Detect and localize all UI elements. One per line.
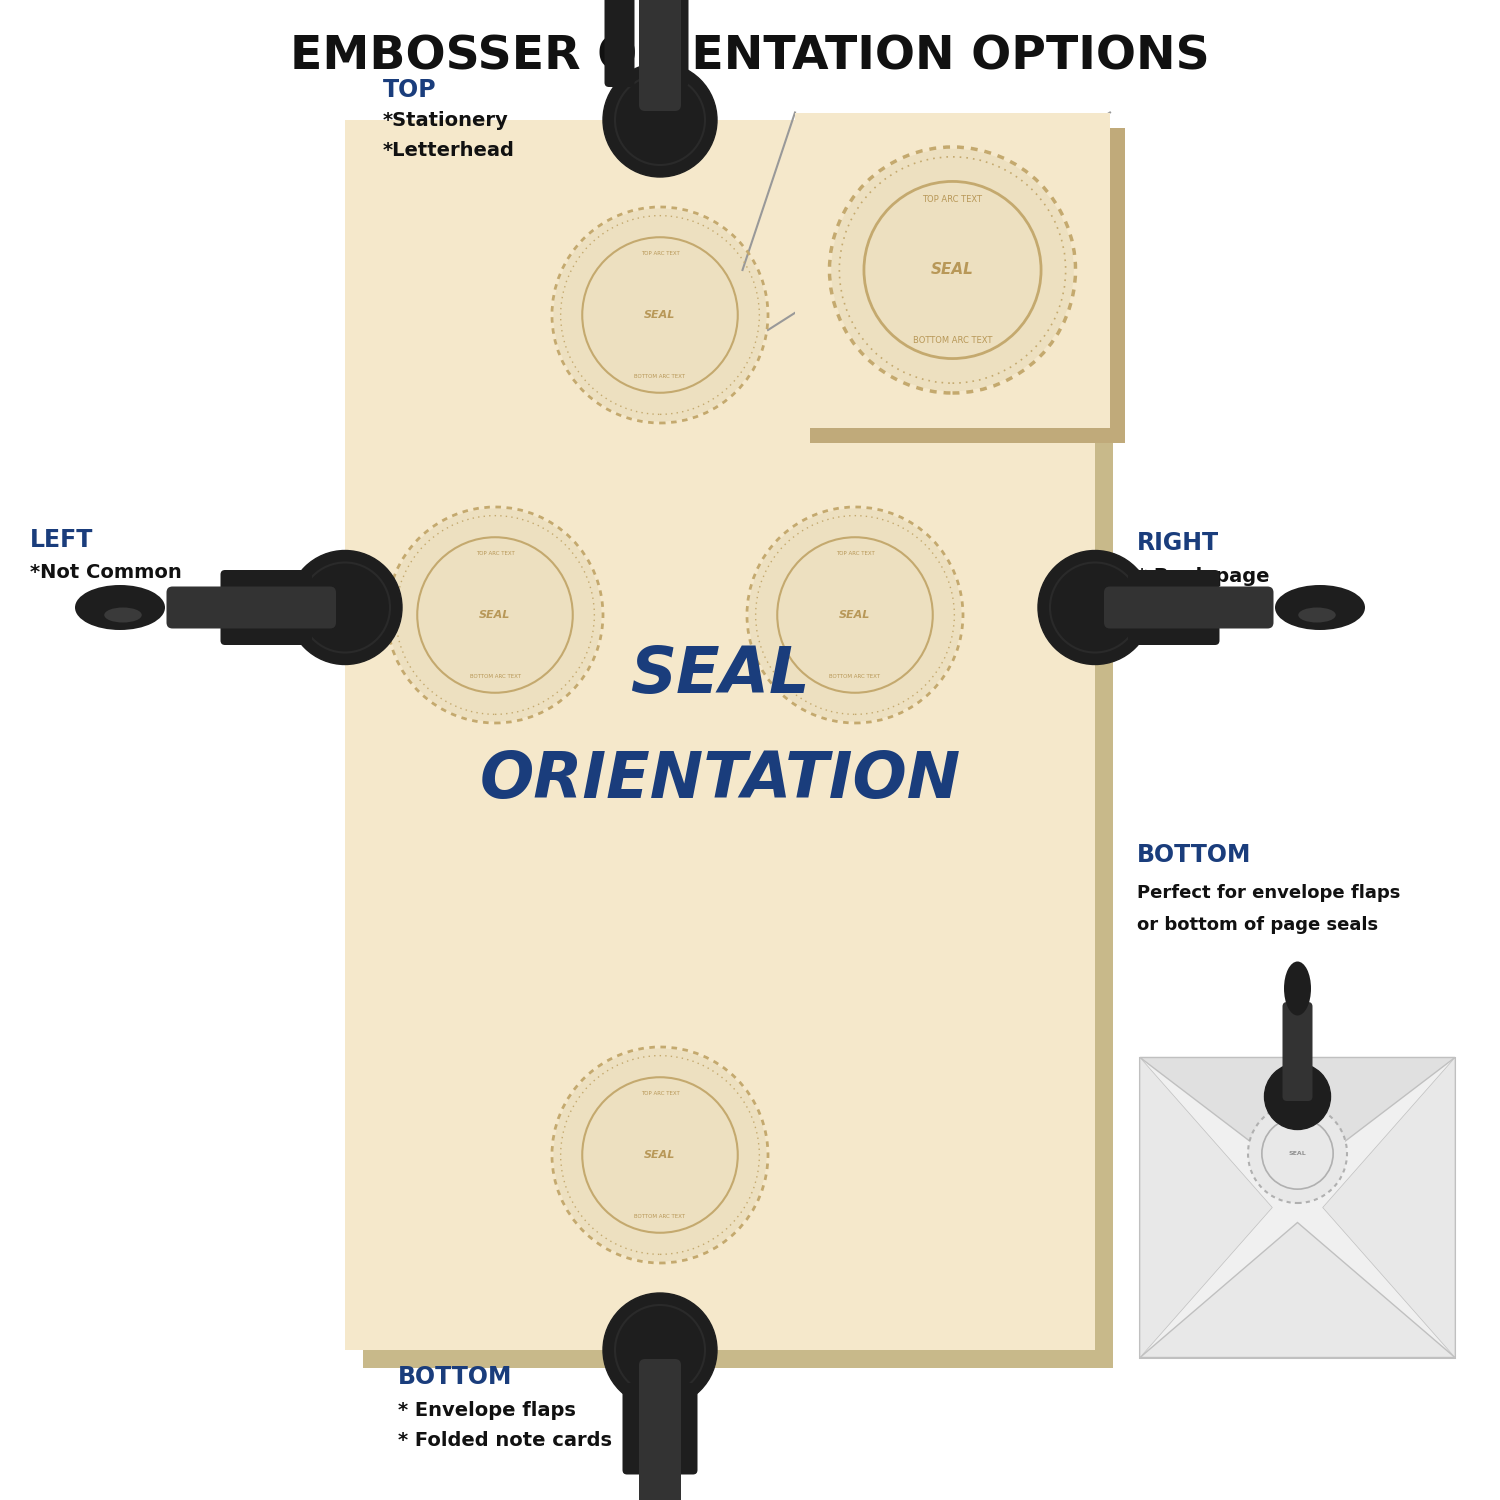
Text: *Stationery: *Stationery bbox=[382, 111, 508, 129]
Polygon shape bbox=[1140, 1058, 1272, 1358]
Circle shape bbox=[288, 550, 402, 664]
Polygon shape bbox=[1140, 1222, 1455, 1358]
FancyBboxPatch shape bbox=[1140, 1058, 1455, 1358]
Text: BOTTOM: BOTTOM bbox=[398, 1365, 512, 1389]
FancyBboxPatch shape bbox=[220, 615, 312, 645]
Circle shape bbox=[833, 150, 1072, 390]
Text: TOP ARC TEXT: TOP ARC TEXT bbox=[476, 550, 514, 556]
Text: SEAL: SEAL bbox=[645, 1150, 675, 1160]
Text: *Not Common: *Not Common bbox=[30, 564, 182, 582]
Text: SEAL: SEAL bbox=[840, 610, 870, 620]
Text: TOP: TOP bbox=[382, 78, 436, 102]
Text: TOP ARC TEXT: TOP ARC TEXT bbox=[922, 195, 982, 204]
FancyBboxPatch shape bbox=[622, 1383, 652, 1474]
Circle shape bbox=[1038, 550, 1152, 664]
FancyBboxPatch shape bbox=[639, 1359, 681, 1500]
FancyBboxPatch shape bbox=[363, 138, 1113, 1368]
Text: BOTTOM ARC TEXT: BOTTOM ARC TEXT bbox=[634, 374, 686, 380]
Text: * Envelope flaps: * Envelope flaps bbox=[398, 1401, 576, 1419]
Ellipse shape bbox=[75, 585, 165, 630]
Ellipse shape bbox=[1298, 608, 1335, 622]
Ellipse shape bbox=[1284, 962, 1311, 1016]
Circle shape bbox=[603, 1293, 717, 1407]
FancyBboxPatch shape bbox=[810, 128, 1125, 442]
Text: BOTTOM ARC TEXT: BOTTOM ARC TEXT bbox=[914, 336, 992, 345]
Circle shape bbox=[554, 1048, 766, 1262]
FancyBboxPatch shape bbox=[1128, 615, 1220, 645]
Text: *Letterhead: *Letterhead bbox=[382, 141, 514, 159]
FancyBboxPatch shape bbox=[668, 1383, 698, 1474]
Text: or bottom of page seals: or bottom of page seals bbox=[1137, 916, 1378, 934]
FancyBboxPatch shape bbox=[166, 586, 336, 628]
Circle shape bbox=[748, 509, 962, 722]
Circle shape bbox=[1264, 1064, 1330, 1130]
Text: SEAL: SEAL bbox=[932, 262, 974, 278]
FancyBboxPatch shape bbox=[345, 120, 1095, 1350]
Text: * Folded note cards: * Folded note cards bbox=[398, 1431, 612, 1449]
Text: SEAL: SEAL bbox=[645, 310, 675, 320]
Ellipse shape bbox=[105, 608, 142, 622]
Circle shape bbox=[388, 509, 602, 722]
FancyBboxPatch shape bbox=[795, 112, 1110, 427]
Text: TOP ARC TEXT: TOP ARC TEXT bbox=[640, 1090, 680, 1096]
Text: LEFT: LEFT bbox=[30, 528, 93, 552]
Text: SEAL: SEAL bbox=[480, 610, 510, 620]
Text: * Book page: * Book page bbox=[1137, 567, 1269, 585]
Text: BOTTOM ARC TEXT: BOTTOM ARC TEXT bbox=[470, 674, 520, 680]
Text: TOP ARC TEXT: TOP ARC TEXT bbox=[836, 550, 874, 556]
Text: EMBOSSER ORIENTATION OPTIONS: EMBOSSER ORIENTATION OPTIONS bbox=[290, 34, 1210, 80]
Text: SEAL: SEAL bbox=[1288, 1150, 1306, 1156]
FancyBboxPatch shape bbox=[1282, 1002, 1312, 1101]
Circle shape bbox=[603, 63, 717, 177]
Text: BOTTOM ARC TEXT: BOTTOM ARC TEXT bbox=[634, 1214, 686, 1219]
FancyBboxPatch shape bbox=[220, 570, 312, 600]
Text: RIGHT: RIGHT bbox=[1137, 531, 1220, 555]
Text: Perfect for envelope flaps: Perfect for envelope flaps bbox=[1137, 884, 1401, 902]
FancyBboxPatch shape bbox=[1128, 570, 1220, 600]
Polygon shape bbox=[1323, 1058, 1455, 1358]
FancyBboxPatch shape bbox=[658, 0, 688, 87]
Polygon shape bbox=[1140, 1058, 1455, 1178]
Ellipse shape bbox=[1275, 585, 1365, 630]
FancyBboxPatch shape bbox=[1104, 586, 1274, 628]
Circle shape bbox=[1250, 1106, 1346, 1202]
Text: BOTTOM: BOTTOM bbox=[1137, 843, 1251, 867]
Circle shape bbox=[554, 209, 766, 422]
Text: TOP ARC TEXT: TOP ARC TEXT bbox=[640, 251, 680, 257]
Text: ORIENTATION: ORIENTATION bbox=[480, 748, 960, 812]
Text: BOTTOM ARC TEXT: BOTTOM ARC TEXT bbox=[830, 674, 880, 680]
Text: SEAL: SEAL bbox=[630, 644, 810, 706]
FancyBboxPatch shape bbox=[604, 0, 634, 87]
FancyBboxPatch shape bbox=[639, 0, 681, 111]
